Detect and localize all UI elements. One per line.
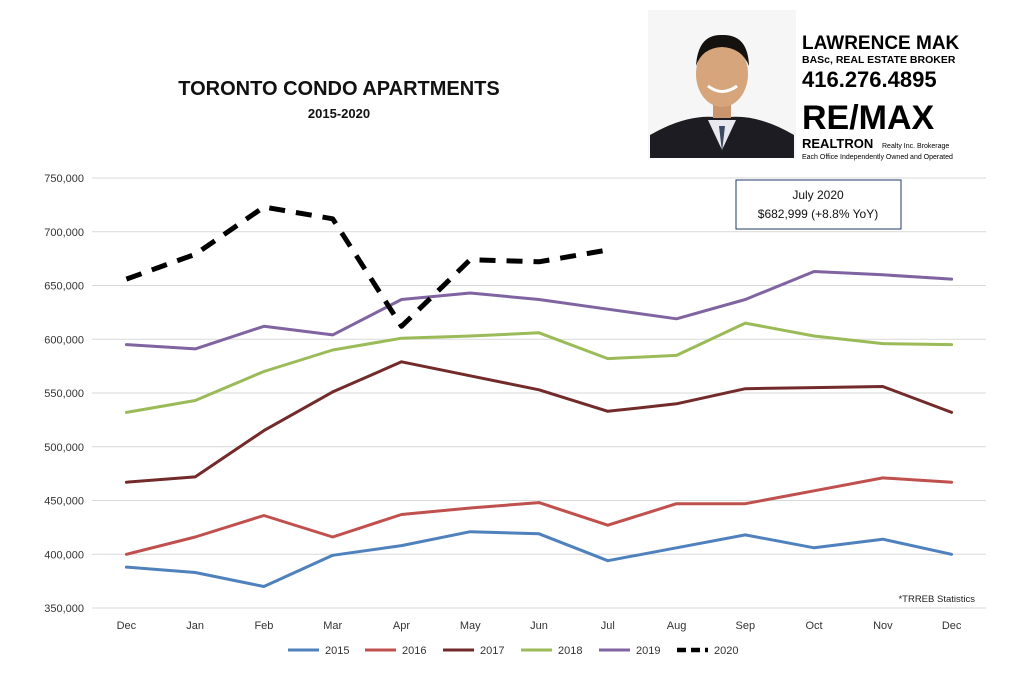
callout-line-2: $682,999 (+8.8% YoY) [758,207,878,221]
x-tick-label: Jul [601,620,615,632]
series-lines [124,204,954,588]
agent-phone: 416.276.4895 [802,67,937,92]
series-line-2020 [125,204,609,329]
x-tick-label: Dec [942,620,962,632]
july-2020-callout: July 2020 $682,999 (+8.8% YoY) [735,179,902,230]
callout-line-1: July 2020 [792,188,844,202]
legend-label-2019: 2019 [636,645,660,657]
series-line-2016 [124,476,954,556]
x-tick-label: May [460,620,481,632]
agent-name: LAWRENCE MAK [802,33,960,54]
x-tick-label: Feb [254,620,273,632]
y-tick-label: 650,000 [44,281,84,293]
office-name: REALTRON [802,136,873,151]
x-tick-label: Sep [736,620,756,632]
agent-ad: LAWRENCE MAK BASc, REAL ESTATE BROKER 41… [648,10,960,161]
series-line-2018 [124,321,954,414]
chart-subtitle: 2015-2020 [308,106,370,121]
y-tick-label: 700,000 [44,227,84,239]
legend-label-2020: 2020 [714,645,738,657]
x-tick-label: Jan [186,620,204,632]
y-tick-label: 350,000 [44,603,84,615]
y-tick-label: 600,000 [44,334,84,346]
legend-label-2016: 2016 [402,645,426,657]
y-tick-label: 400,000 [44,549,84,561]
x-tick-label: Jun [530,620,548,632]
brand-logo: RE/MAX [802,99,935,137]
x-tick-label: Oct [806,620,823,632]
x-tick-label: Mar [323,620,342,632]
x-tick-label: Aug [667,620,687,632]
legend-label-2015: 2015 [325,645,349,657]
source-note: *TRREB Statistics [898,594,975,605]
agent-credentials: BASc, REAL ESTATE BROKER [802,54,956,66]
office-disclaimer: Each Office Independently Owned and Oper… [802,154,953,161]
legend-label-2018: 2018 [558,645,582,657]
x-tick-label: Nov [873,620,893,632]
agent-photo [648,10,796,158]
series-line-2017 [124,360,954,484]
x-tick-label: Dec [117,620,137,632]
x-tick-label: Apr [393,620,410,632]
legend: 2015 2016 2017 2018 2019 2020 [288,645,738,657]
x-axis-ticks: Dec Jan Feb Mar Apr May Jun Jul Aug Sep Oct Nov Dec [117,620,962,632]
chart-title: TORONTO CONDO APARTMENTS [178,78,499,100]
y-tick-label: 450,000 [44,496,84,508]
y-tick-label: 750,000 [44,173,84,185]
series-line-2015 [124,530,954,588]
series-line-2019 [124,270,954,351]
y-tick-label: 550,000 [44,388,84,400]
legend-label-2017: 2017 [480,645,504,657]
y-axis-ticks: 350,000 400,000 450,000 500,000 550,000 600,0… [44,173,84,615]
office-suffix: Realty Inc. Brokerage [882,143,949,150]
y-tick-label: 500,000 [44,442,84,454]
